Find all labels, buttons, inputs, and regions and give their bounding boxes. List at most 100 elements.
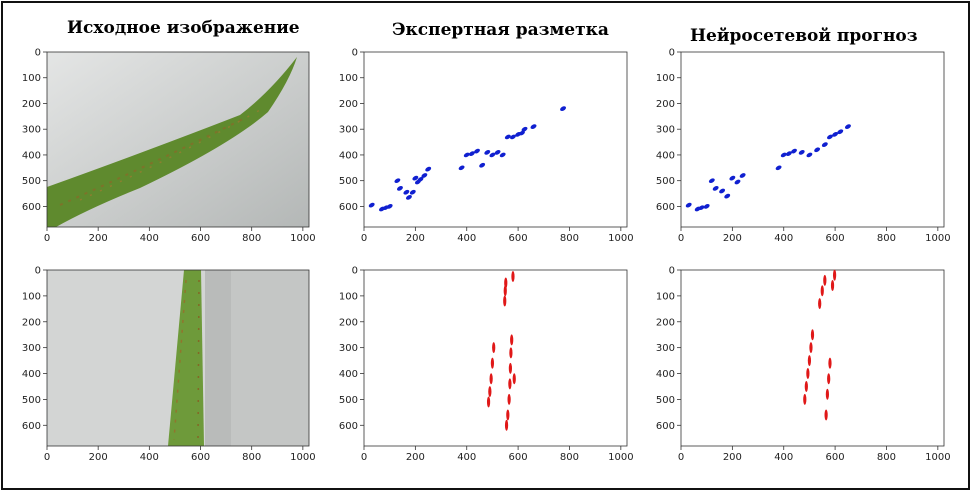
mask-point: [503, 295, 507, 307]
mask-point: [780, 152, 787, 158]
mask-point: [458, 165, 465, 171]
mask-point: [519, 130, 525, 136]
mask-point: [785, 151, 792, 157]
axes-row2-neural: 0 200 400 600 800 1000 0 100 200 300 400 500 600: [656, 266, 951, 464]
mask-point: [844, 124, 851, 129]
x-tick-label: 0: [361, 233, 367, 244]
panel-row2-original: [47, 270, 309, 446]
mask-point: [832, 269, 837, 281]
y-tick-label: 100: [339, 73, 358, 84]
panel-row1-original: [47, 52, 309, 227]
mask-series-row1-neural: [685, 124, 851, 212]
mask-point: [521, 126, 528, 132]
x-tick-label: 200: [406, 233, 425, 244]
y-tick-label: 400: [339, 369, 358, 380]
mask-point: [530, 124, 537, 129]
mask-point: [708, 178, 715, 184]
mask-point: [712, 186, 719, 191]
mask-point: [484, 150, 491, 155]
mask-point: [417, 177, 424, 182]
mask-point: [810, 329, 815, 341]
y-tick-label: 100: [656, 291, 675, 302]
mask-point: [739, 173, 746, 178]
x-tick-label: 600: [191, 452, 210, 463]
mask-point: [490, 357, 495, 369]
mask-point: [406, 195, 412, 200]
mask-point: [368, 202, 375, 208]
x-tick-label: 400: [774, 233, 793, 244]
x-tick-label: 1000: [290, 452, 315, 463]
mask-point: [724, 193, 731, 199]
x-tick-label: 800: [242, 452, 261, 463]
mask-point: [809, 342, 813, 354]
plot-area: [363, 51, 628, 228]
mask-point: [512, 373, 516, 385]
y-tick-label: 0: [669, 48, 675, 59]
mask-point: [506, 409, 510, 421]
mask-point: [507, 393, 511, 405]
mask-point: [827, 373, 831, 385]
y-tick-label: 100: [22, 73, 41, 84]
mask-point: [824, 409, 828, 421]
axes-row2-original: 0 200 400 600 800 1000 0 100 200 300 400 500 600: [22, 266, 316, 464]
y-tick-label: 200: [339, 317, 358, 328]
y-tick-label: 100: [22, 291, 41, 302]
shadow-strip: [205, 270, 231, 446]
y-tick-label: 500: [339, 176, 358, 187]
y-tick-label: 600: [339, 202, 358, 213]
mask-point: [832, 131, 839, 137]
mask-point: [504, 277, 508, 289]
y-tick-label: 500: [656, 395, 675, 406]
mask-series-row2-neural: [803, 269, 837, 421]
x-tick-label: 0: [678, 452, 684, 463]
title-expert: Экспертная разметка: [392, 20, 609, 40]
mask-point: [489, 152, 496, 158]
mask-point: [511, 270, 515, 282]
mask-point: [508, 362, 512, 374]
y-tick-label: 300: [339, 343, 358, 354]
y-tick-label: 600: [22, 421, 41, 432]
x-tick-label: 200: [406, 452, 425, 463]
mask-point: [474, 148, 480, 154]
y-tick-label: 0: [352, 266, 358, 277]
y-tick-label: 0: [35, 266, 41, 277]
mask-point: [821, 142, 828, 148]
plot-area: [680, 51, 945, 228]
mask-point: [804, 380, 808, 392]
y-tick-label: 200: [656, 99, 675, 110]
mask-point: [421, 173, 428, 178]
leaf-image-1: [47, 57, 297, 227]
mask-point: [409, 189, 416, 195]
mask-point: [837, 129, 844, 135]
x-tick-label: 400: [457, 452, 476, 463]
mask-point: [814, 147, 821, 153]
axes-row1-neural: 0 200 400 600 800 1000 0 100 200 300 400 500 600: [656, 48, 951, 245]
x-tick-label: 800: [242, 233, 261, 244]
mask-series-row2-expert: [486, 270, 516, 431]
y-tick-label: 600: [656, 202, 675, 213]
x-tick-label: 1000: [608, 452, 633, 463]
x-tick-label: 1000: [925, 452, 950, 463]
y-tick-label: 500: [656, 176, 675, 187]
x-tick-label: 600: [191, 233, 210, 244]
mask-point: [827, 134, 833, 140]
mask-point: [494, 150, 501, 155]
mask-point: [499, 152, 506, 158]
mask-point: [412, 175, 419, 181]
y-tick-label: 300: [656, 125, 675, 136]
y-tick-label: 400: [22, 369, 41, 380]
x-tick-label: 400: [457, 233, 476, 244]
x-tick-label: 800: [560, 233, 579, 244]
y-tick-label: 600: [339, 421, 358, 432]
mask-point: [510, 334, 514, 346]
mask-point: [806, 152, 813, 158]
y-tick-label: 400: [339, 150, 358, 161]
mask-point: [403, 189, 410, 195]
x-tick-label: 800: [877, 452, 896, 463]
mask-point: [468, 151, 475, 157]
axes-row2-expert: 0 200 400 600 800 1000 0 100 200 300 400 500 600: [339, 266, 634, 464]
x-tick-label: 0: [361, 452, 367, 463]
mask-point: [820, 285, 824, 297]
y-tick-label: 500: [339, 395, 358, 406]
